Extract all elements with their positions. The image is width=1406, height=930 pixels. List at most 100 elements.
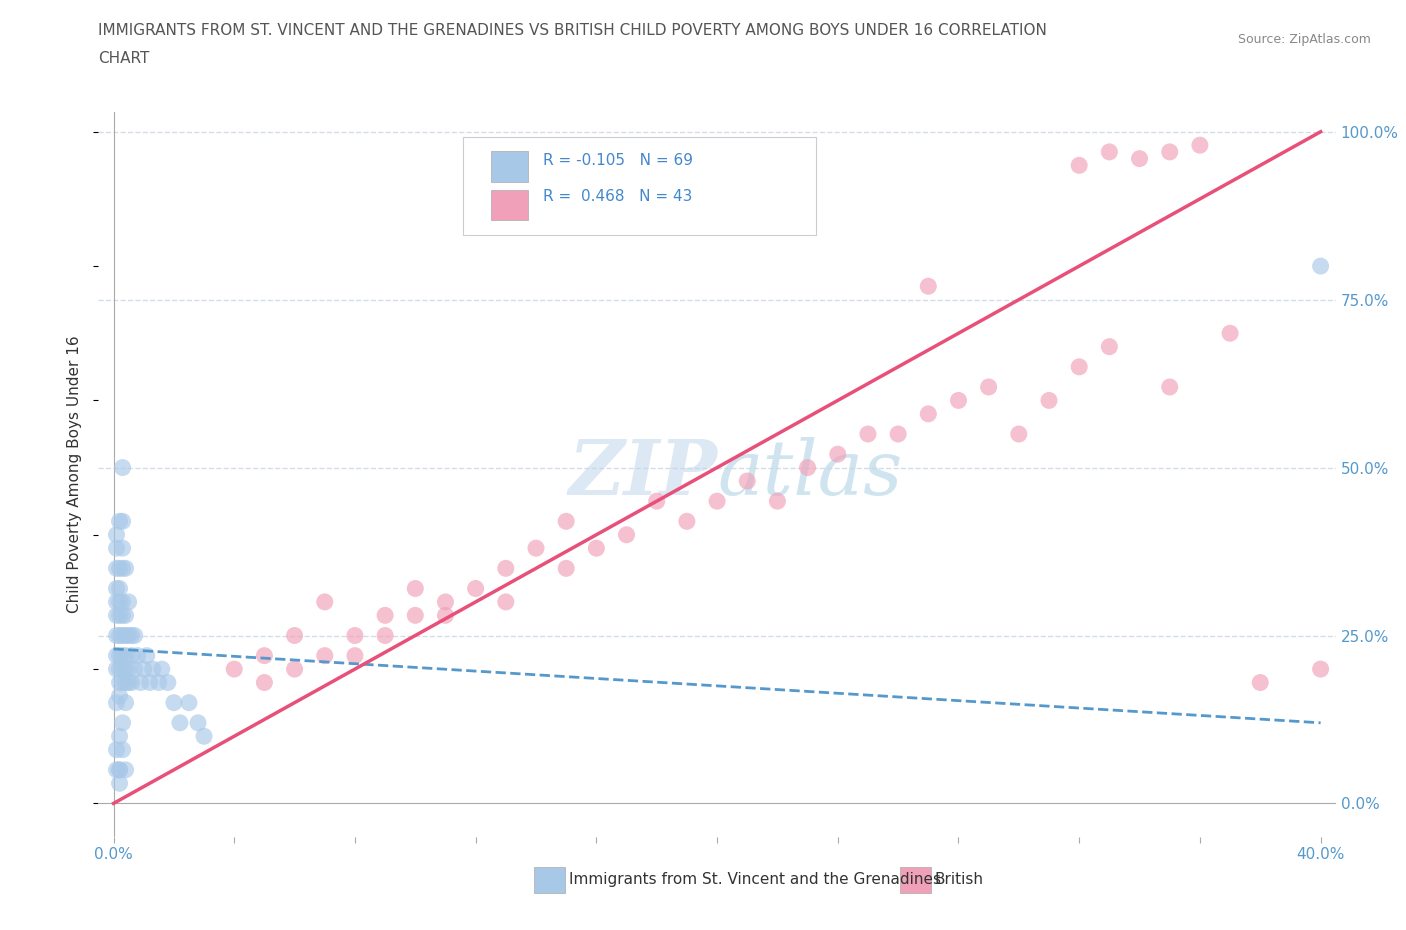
Point	[111, 608, 134, 623]
Point	[374, 608, 396, 623]
Point	[105, 742, 128, 757]
Point	[1309, 259, 1331, 273]
Point	[108, 661, 131, 676]
Point	[117, 661, 139, 676]
Point	[917, 279, 939, 294]
Point	[108, 648, 131, 663]
Point	[1249, 675, 1271, 690]
Text: British: British	[935, 872, 984, 887]
Point	[124, 628, 146, 643]
Point	[114, 763, 136, 777]
Point	[108, 561, 131, 576]
Point	[105, 628, 128, 643]
Point	[108, 608, 131, 623]
Point	[404, 608, 426, 623]
Text: IMMIGRANTS FROM ST. VINCENT AND THE GRENADINES VS BRITISH CHILD POVERTY AMONG BO: IMMIGRANTS FROM ST. VINCENT AND THE GREN…	[98, 23, 1047, 38]
Point	[121, 648, 143, 663]
Point	[253, 648, 276, 663]
Point	[917, 406, 939, 421]
Point	[108, 729, 131, 744]
Point	[735, 473, 758, 488]
Point	[105, 696, 128, 711]
Point	[132, 661, 155, 676]
Point	[148, 675, 170, 690]
Text: CHART: CHART	[98, 51, 150, 66]
Point	[105, 608, 128, 623]
Point	[111, 561, 134, 576]
Point	[105, 540, 128, 555]
Point	[1008, 427, 1031, 442]
Point	[111, 648, 134, 663]
Point	[114, 561, 136, 576]
Point	[105, 581, 128, 596]
Point	[108, 581, 131, 596]
Point	[111, 540, 134, 555]
Point	[135, 648, 157, 663]
Point	[111, 661, 134, 676]
Point	[464, 581, 486, 596]
Point	[495, 561, 517, 576]
Bar	[491, 152, 527, 182]
Point	[124, 661, 146, 676]
Point	[948, 393, 970, 408]
Point	[111, 715, 134, 730]
FancyBboxPatch shape	[464, 137, 815, 235]
Point	[114, 696, 136, 711]
Point	[111, 628, 134, 643]
Point	[114, 608, 136, 623]
Point	[121, 675, 143, 690]
Point	[108, 763, 131, 777]
Point	[108, 675, 131, 690]
Point	[111, 742, 134, 757]
Point	[105, 561, 128, 576]
Point	[314, 594, 336, 609]
Point	[676, 514, 699, 529]
Point	[111, 675, 134, 690]
Point	[117, 628, 139, 643]
Point	[374, 628, 396, 643]
Point	[1038, 393, 1060, 408]
Point	[142, 661, 165, 676]
Y-axis label: Child Poverty Among Boys Under 16: Child Poverty Among Boys Under 16	[67, 336, 83, 613]
Point	[114, 648, 136, 663]
Point	[555, 561, 578, 576]
Point	[856, 427, 879, 442]
Point	[524, 540, 547, 555]
Point	[114, 661, 136, 676]
Point	[827, 446, 849, 461]
Point	[138, 675, 160, 690]
Bar	[491, 190, 527, 220]
Point	[108, 776, 131, 790]
Point	[284, 628, 307, 643]
Point	[111, 460, 134, 475]
Point	[1188, 138, 1211, 153]
Point	[108, 628, 131, 643]
Point	[169, 715, 191, 730]
Point	[977, 379, 1000, 394]
Point	[314, 648, 336, 663]
Point	[193, 729, 215, 744]
Point	[766, 494, 789, 509]
Point	[117, 675, 139, 690]
Point	[121, 628, 143, 643]
Point	[105, 527, 128, 542]
Point	[114, 628, 136, 643]
Point	[343, 628, 366, 643]
Point	[150, 661, 173, 676]
Point	[177, 696, 200, 711]
Point	[129, 675, 152, 690]
Text: atlas: atlas	[717, 437, 903, 512]
Point	[1159, 379, 1181, 394]
Point	[111, 514, 134, 529]
Point	[127, 648, 149, 663]
Point	[495, 594, 517, 609]
Point	[108, 594, 131, 609]
Point	[284, 661, 307, 676]
Point	[117, 594, 139, 609]
Point	[187, 715, 209, 730]
Point	[1069, 158, 1091, 173]
Point	[105, 594, 128, 609]
Point	[253, 675, 276, 690]
Point	[706, 494, 728, 509]
Point	[1098, 339, 1121, 354]
